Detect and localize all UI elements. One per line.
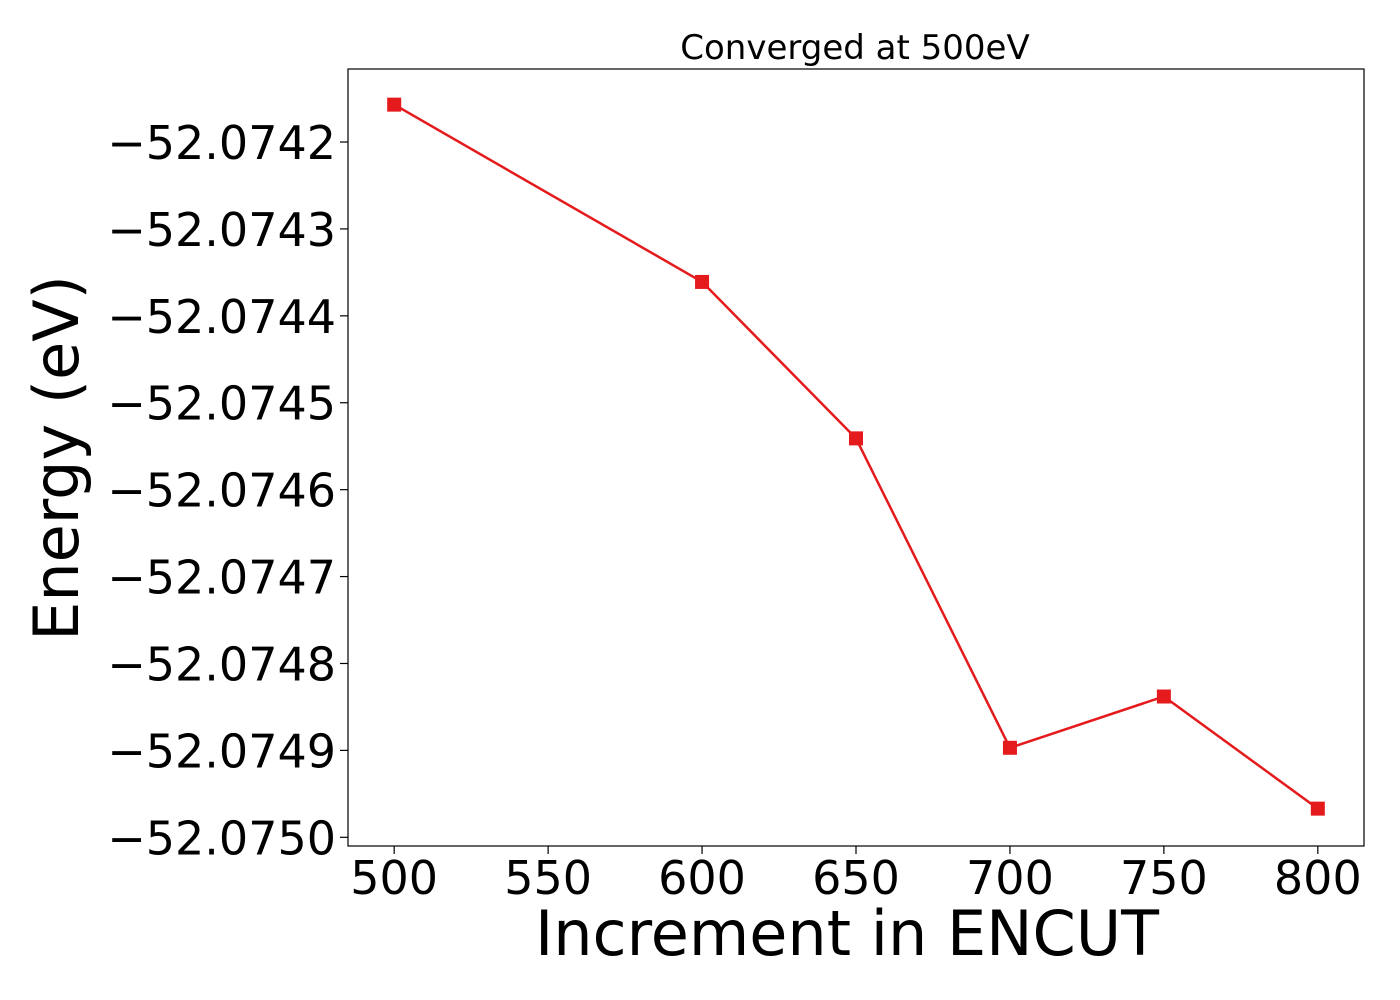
y-tick-label: −52.0742 — [107, 116, 336, 170]
y-tick-label: −52.0747 — [107, 551, 336, 605]
x-tick-label: 650 — [812, 851, 900, 905]
x-tick-label: 500 — [350, 851, 438, 905]
data-point-marker — [695, 274, 710, 289]
y-tick-label: −52.0750 — [107, 811, 336, 865]
x-tick-label: 800 — [1274, 851, 1362, 905]
y-axis-label-group: Energy (eV) — [20, 275, 93, 641]
y-axis-label: Energy (eV) — [20, 275, 93, 641]
data-point-marker — [849, 431, 863, 446]
data-point-marker — [1002, 740, 1017, 755]
x-tick-label: 550 — [504, 851, 592, 905]
y-tick-label: −52.0746 — [107, 464, 336, 518]
data-point-marker — [1156, 689, 1171, 704]
x-tick-label: 600 — [658, 851, 746, 905]
x-axis-label: Increment in ENCUT — [535, 897, 1160, 970]
data-point-marker — [1310, 801, 1325, 816]
y-tick-label: −52.0748 — [107, 637, 336, 691]
x-tick-label: 700 — [966, 851, 1054, 905]
data-point-marker — [387, 97, 402, 112]
y-tick-label: −52.0743 — [107, 203, 336, 257]
y-tick-label: −52.0744 — [107, 290, 336, 344]
y-tick-label: −52.0745 — [107, 377, 336, 431]
y-tick-label: −52.0749 — [107, 724, 336, 778]
plot-frame — [347, 68, 1365, 847]
chart-title: Converged at 500eV — [680, 28, 1029, 68]
plot-area: 500 550 600 650 700 750 800 −52.0742 −52.0743 −52… — [107, 68, 1365, 905]
x-tick-label: 750 — [1120, 851, 1208, 905]
series-line — [393, 103, 1319, 810]
